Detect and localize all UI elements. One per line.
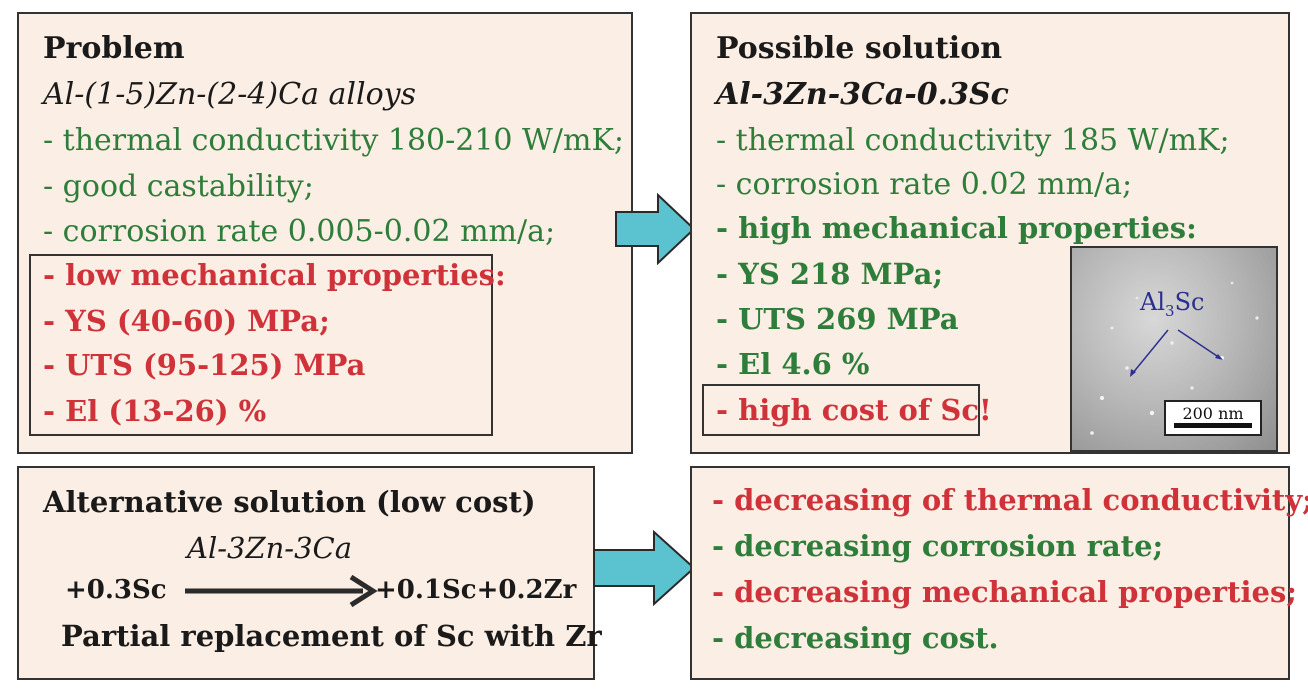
solution-cost: - high cost of Sc!	[716, 393, 992, 427]
solution-title: Possible solution	[716, 31, 1003, 66]
solution-bold-4: - El 4.6 %	[716, 347, 870, 381]
solution-bold-1: - high mechanical properties:	[716, 211, 1197, 245]
problem-alloy: Al-(1-5)Zn-(2-4)Ca alloys	[43, 77, 416, 112]
right-arrow-icon	[615, 193, 696, 265]
problem-con-1: - low mechanical properties:	[43, 258, 506, 292]
consequence-1: - decreasing of thermal conductivity;	[712, 483, 1308, 517]
alternative-from: +0.3Sc	[65, 575, 167, 605]
problem-con-2: - YS (40-60) MPa;	[43, 304, 330, 338]
sem-micrograph: Al3Sc 200 nm	[1070, 246, 1278, 452]
consequence-2: - decreasing corrosion rate;	[712, 529, 1164, 563]
problem-title: Problem	[43, 31, 185, 66]
alternative-title: Alternative solution (low cost)	[43, 485, 536, 519]
alternative-to: +0.1Sc+0.2Zr	[375, 575, 577, 605]
solution-cost-box	[702, 384, 980, 436]
problem-box: Problem Al-(1-5)Zn-(2-4)Ca alloys - ther…	[17, 12, 633, 454]
scale-bar-line	[1174, 423, 1252, 428]
sem-phase-label: Al3Sc	[1140, 288, 1205, 320]
solution-plain-2: - corrosion rate 0.02 mm/a;	[716, 167, 1133, 202]
replacement-arrow-icon	[185, 574, 378, 608]
scale-bar: 200 nm	[1164, 400, 1262, 436]
solution-alloy: Al-3Zn-3Ca-0.3Sc	[716, 77, 1009, 112]
problem-con-3: - UTS (95-125) MPa	[43, 348, 366, 382]
problem-pro-3: - corrosion rate 0.005-0.02 mm/a;	[43, 214, 556, 249]
problem-pro-1: - thermal conductivity 180-210 W/mK;	[43, 123, 624, 158]
consequence-4: - decreasing cost.	[712, 621, 999, 655]
right-arrow-icon	[593, 530, 696, 606]
alternative-box: Alternative solution (low cost) Al-3Zn-3…	[17, 466, 602, 680]
consequences-box: - decreasing of thermal conductivity; - …	[690, 466, 1308, 680]
scale-bar-label: 200 nm	[1182, 404, 1244, 423]
problem-con-4: - El (13-26) %	[43, 394, 267, 428]
solution-plain-1: - thermal conductivity 185 W/mK;	[716, 123, 1230, 158]
problem-pro-2: - good castability;	[43, 169, 314, 204]
consequence-3: - decreasing mechanical properties;	[712, 575, 1297, 609]
problem-cons-box	[29, 254, 493, 436]
alternative-alloy: Al-3Zn-3Ca	[187, 531, 353, 565]
solution-bold-3: - UTS 269 MPa	[716, 302, 959, 336]
alternative-caption: Partial replacement of Sc with Zr	[61, 619, 602, 653]
solution-bold-2: - YS 218 MPa;	[716, 257, 944, 291]
solution-box: Possible solution Al-3Zn-3Ca-0.3Sc - the…	[690, 12, 1290, 454]
